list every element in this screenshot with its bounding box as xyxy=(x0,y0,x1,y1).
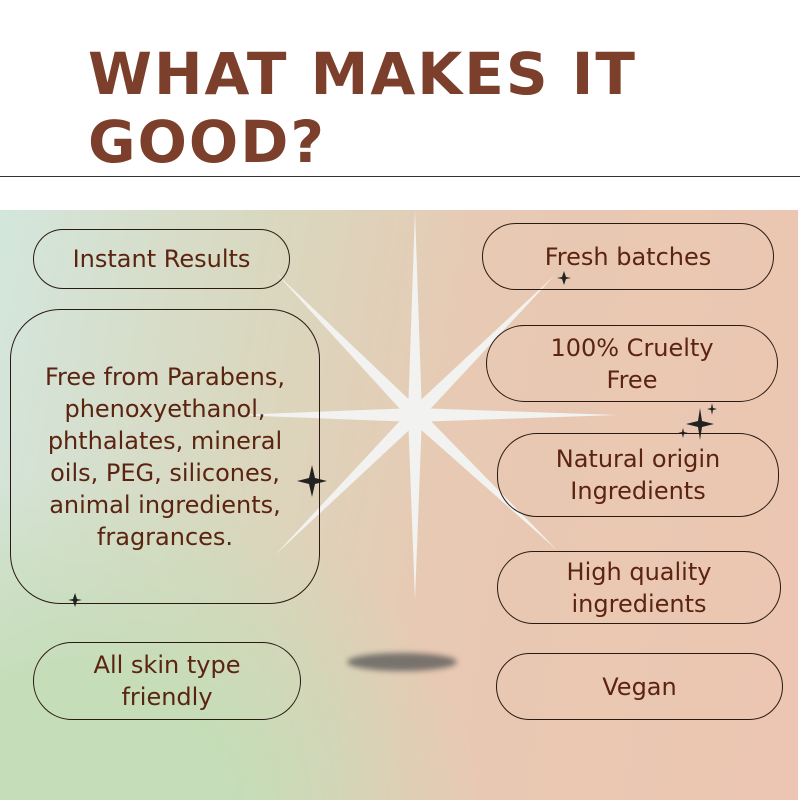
title-line-1: WHAT MAKES IT xyxy=(88,40,637,108)
gradient-background xyxy=(0,210,798,800)
divider xyxy=(0,176,800,177)
feature-text: All skin type friendly xyxy=(93,651,241,711)
small-star-icon xyxy=(297,465,327,497)
feature-pill: Instant Results xyxy=(33,229,290,289)
small-star-icon xyxy=(68,593,82,607)
title-line-2: GOOD? xyxy=(88,108,327,176)
feature-text: Vegan xyxy=(602,672,677,701)
small-star-icon xyxy=(557,271,571,285)
feature-pill: Natural origin Ingredients xyxy=(497,433,779,517)
feature-text: Free from Parabens, phenoxyethanol, phth… xyxy=(44,362,286,551)
star-shadow xyxy=(347,653,457,671)
page-title: WHAT MAKES IT GOOD? xyxy=(88,40,637,176)
feature-text: Natural origin Ingredients xyxy=(555,445,721,505)
sparkle-star-icon xyxy=(235,210,618,600)
small-star-icon xyxy=(707,403,717,415)
feature-text: Instant Results xyxy=(72,245,251,273)
feature-pill: High quality ingredients xyxy=(497,551,781,624)
feature-text: Fresh batches xyxy=(544,242,712,271)
feature-pill: Vegan xyxy=(496,653,783,720)
feature-pill: 100% Cruelty Free xyxy=(486,325,778,402)
feature-pill: All skin type friendly xyxy=(33,642,301,720)
feature-text: 100% Cruelty Free xyxy=(550,333,714,394)
feature-pill: Free from Parabens, phenoxyethanol, phth… xyxy=(10,309,320,604)
feature-pill: Fresh batches xyxy=(482,223,774,290)
feature-text: High quality ingredients xyxy=(566,557,712,618)
small-star-icon xyxy=(686,408,714,440)
